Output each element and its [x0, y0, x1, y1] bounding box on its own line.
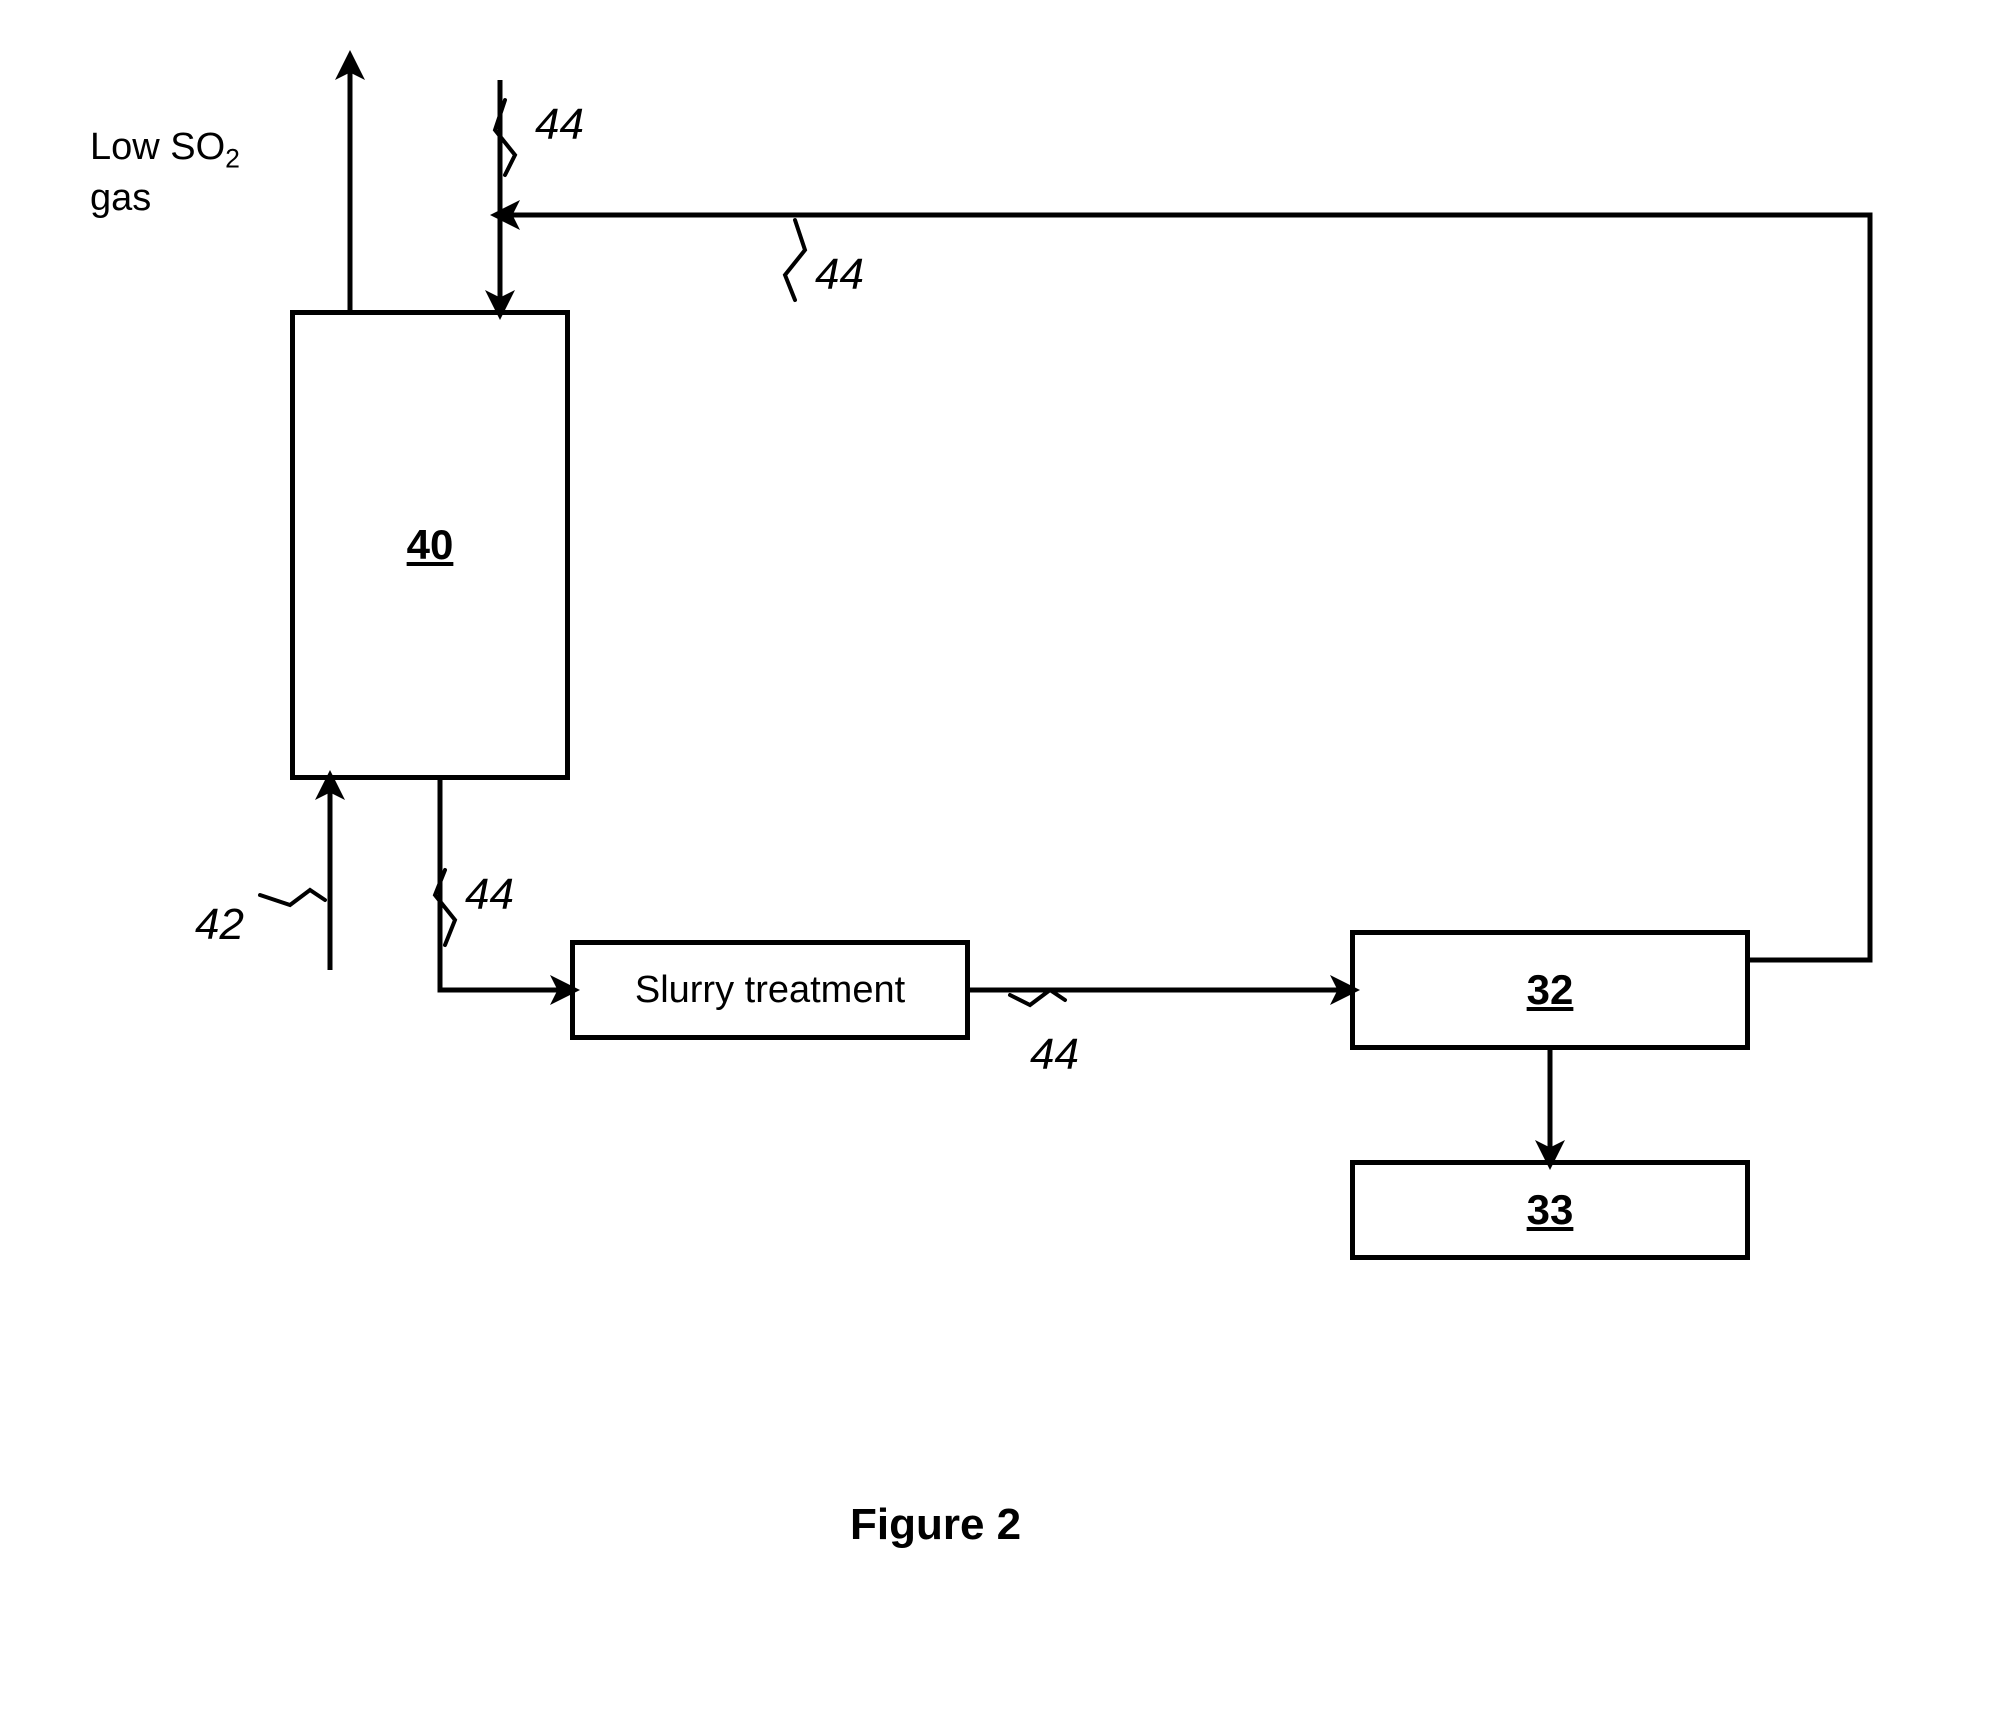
label-low-so2-gas: Low SO2 gas: [90, 125, 240, 221]
ref-44-bottom-left: 44: [465, 870, 514, 920]
figure-caption: Figure 2: [850, 1500, 1021, 1550]
label-low-so2-sub: 2: [225, 144, 240, 174]
ref-42: 42: [195, 900, 244, 950]
ref-44-feedback: 44: [815, 250, 864, 300]
label-low-so2-line1: Low SO: [90, 126, 225, 168]
box-33-label: 33: [1527, 1186, 1574, 1234]
box-33: 33: [1350, 1160, 1750, 1260]
box-40: 40: [290, 310, 570, 780]
box-slurry-treatment: Slurry treatment: [570, 940, 970, 1040]
diagram-canvas: 40 Slurry treatment 32 33 Low SO2 gas 44…: [0, 0, 2008, 1726]
arrows-layer: [0, 0, 2008, 1726]
ref-44-top: 44: [535, 100, 584, 150]
box-32: 32: [1350, 930, 1750, 1050]
ref-44-mid: 44: [1030, 1030, 1079, 1080]
label-low-so2-line2: gas: [90, 177, 151, 219]
box-slurry-label: Slurry treatment: [635, 969, 905, 1012]
box-32-label: 32: [1527, 966, 1574, 1014]
box-40-label: 40: [407, 521, 454, 569]
